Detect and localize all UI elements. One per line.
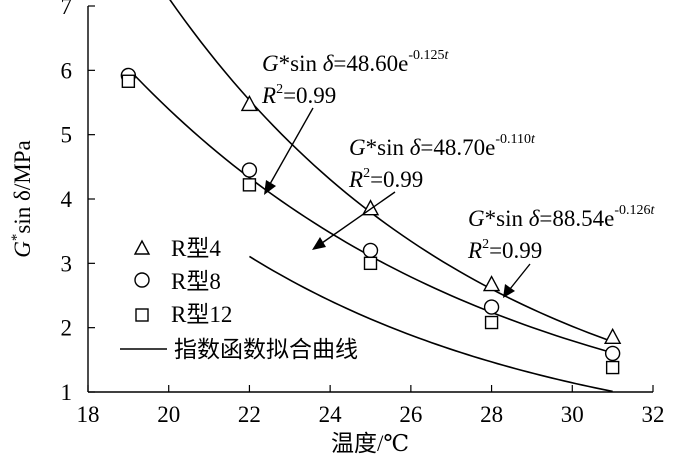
markers <box>120 67 622 375</box>
y-tick-label: 7 <box>61 0 73 19</box>
arrow-r12-head <box>503 284 515 298</box>
x-tick-label: 24 <box>319 402 343 427</box>
x-tick-label: 30 <box>561 402 584 427</box>
equation-r8-r2: R2=0.99 <box>348 166 423 192</box>
legend-triangle-marker <box>133 239 151 255</box>
y-axis-title: G*sin δ/MPa <box>9 140 35 257</box>
y-tick-label: 5 <box>61 123 73 148</box>
data-point-triangle <box>603 327 622 345</box>
equation-r8-formula: G*sin δ=48.70e-0.110t <box>349 132 536 160</box>
y-tick-label: 1 <box>61 380 73 405</box>
equation-r12-formula: G*sin δ=88.54e-0.126t <box>468 203 656 231</box>
legend-label-r4: R型4 <box>171 236 221 261</box>
data-point-square <box>363 256 378 271</box>
y-axis-title-rest: sin δ/MPa <box>10 140 35 233</box>
y-tick-label: 4 <box>61 187 73 212</box>
data-point-circle <box>604 345 621 362</box>
equation-r8: G*sin δ=48.70e-0.110t R2=0.99 <box>348 132 536 192</box>
equation-r12: G*sin δ=88.54e-0.126t R2=0.99 <box>467 203 656 263</box>
x-axis-title: 温度/℃ <box>331 431 409 456</box>
data-point-circle <box>362 242 379 259</box>
data-point-triangle <box>482 275 501 292</box>
legend-square-marker <box>135 308 149 322</box>
x-tick-label: 20 <box>157 402 180 427</box>
x-tick-label: 26 <box>399 402 422 427</box>
legend-label-r8: R型8 <box>171 269 221 294</box>
legend-label-r12: R型12 <box>171 302 232 327</box>
data-point-triangle <box>240 94 259 112</box>
data-point-circle <box>241 162 258 178</box>
data-point-circle <box>483 299 500 315</box>
annotation-arrows <box>264 107 531 298</box>
y-tick-label: 6 <box>61 58 73 83</box>
data-point-square <box>605 360 620 375</box>
x-tick-label: 28 <box>480 402 503 427</box>
arrow-r12 <box>509 263 531 290</box>
x-tick-label: 32 <box>642 402 665 427</box>
data-point-square <box>484 315 499 330</box>
legend: R型4 R型8 R型12 指数函数拟合曲线 <box>120 236 358 362</box>
arrow-r4 <box>269 107 314 185</box>
arrow-r8 <box>321 191 396 244</box>
fit-curve-r4 <box>249 255 613 393</box>
y-axis-title-g: G <box>10 241 35 258</box>
equation-r4-formula: G*sin δ=48.60e-0.125t <box>262 48 450 76</box>
x-tick-label: 22 <box>238 402 261 427</box>
equation-r4-r2: R2=0.99 <box>261 82 336 108</box>
legend-label-fit: 指数函数拟合曲线 <box>174 337 358 362</box>
ticks: 18 20 22 24 26 28 30 32 1 2 3 4 5 6 7 <box>61 0 665 427</box>
y-axis-title-star: * <box>9 234 25 242</box>
equation-r4: G*sin δ=48.60e-0.125t R2=0.99 <box>261 48 450 108</box>
data-point-square <box>242 178 257 192</box>
y-tick-label: 2 <box>61 316 73 341</box>
x-tick-label: 18 <box>77 402 100 427</box>
arrow-r4-head <box>264 180 276 195</box>
equation-r12-r2: R2=0.99 <box>467 237 542 263</box>
arrow-r8-head <box>312 237 326 250</box>
legend-circle-marker <box>134 272 150 288</box>
data-point-square <box>121 74 136 88</box>
y-tick-label: 3 <box>61 251 73 276</box>
